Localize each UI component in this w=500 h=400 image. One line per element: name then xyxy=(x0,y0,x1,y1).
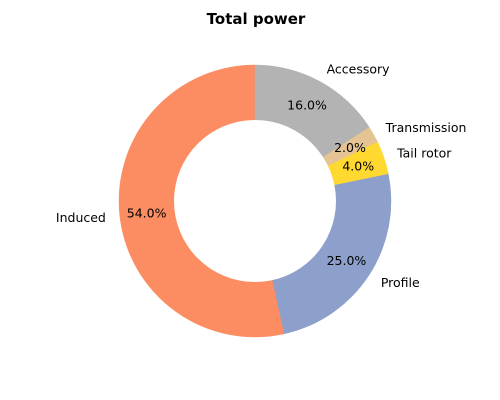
labels-group: 54.0% Induced 25.0% Profile 4.0% Tail rotor 2.… xyxy=(56,62,467,290)
category-label-induced: Induced xyxy=(56,210,106,225)
category-label-profile: Profile xyxy=(381,275,420,290)
category-label-tail-rotor: Tail rotor xyxy=(396,145,452,160)
percent-label-accessory: 16.0% xyxy=(287,98,327,113)
percent-label-profile: 25.0% xyxy=(327,253,367,268)
category-label-accessory: Accessory xyxy=(327,62,391,77)
percent-label-induced: 54.0% xyxy=(127,205,167,220)
percent-label-transmission: 2.0% xyxy=(334,140,366,155)
chart-title: Total power xyxy=(206,10,306,28)
percent-label-tail-rotor: 4.0% xyxy=(342,159,374,174)
donut-hole xyxy=(174,120,336,282)
category-label-transmission: Transmission xyxy=(385,120,467,135)
